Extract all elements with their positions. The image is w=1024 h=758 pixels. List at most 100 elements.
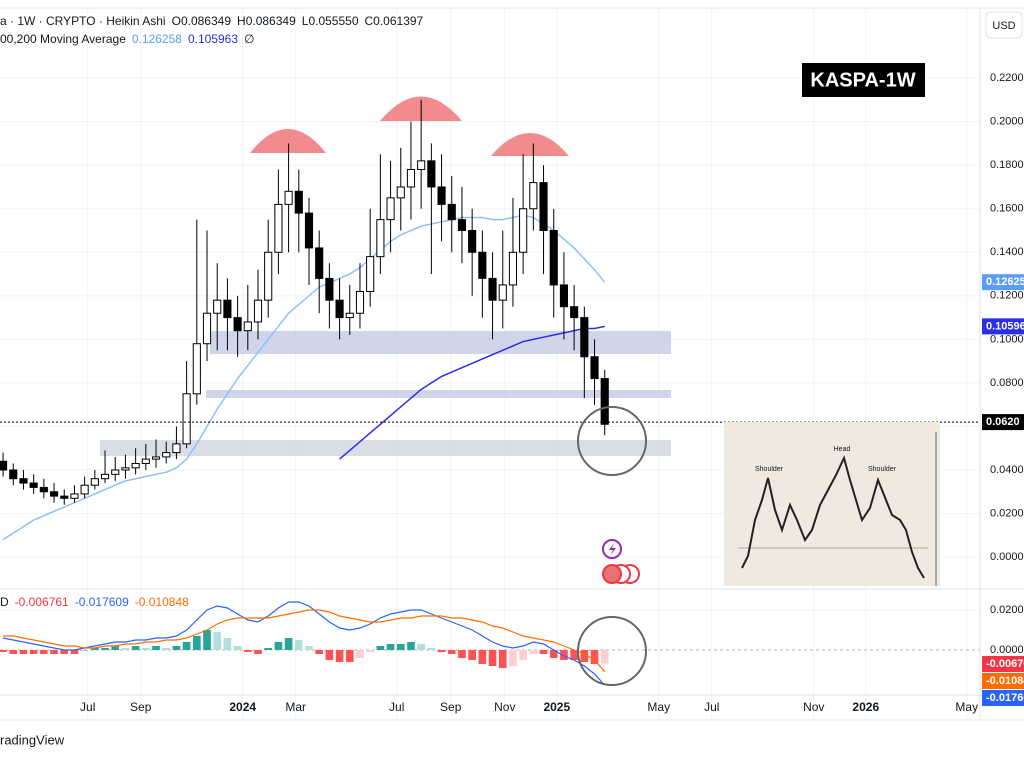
macd-value: -0.006761 <box>15 595 69 609</box>
histogram-bar <box>254 650 262 654</box>
histogram-bar <box>366 650 375 652</box>
candle-body <box>29 482 38 488</box>
price-tag-label: 0.126258 <box>986 276 1024 288</box>
histogram-bar <box>203 630 211 650</box>
histogram-bar <box>91 648 99 650</box>
candle-body <box>253 299 263 323</box>
histogram-bar <box>386 644 395 650</box>
candle-body <box>396 186 405 199</box>
candle-body <box>488 277 497 301</box>
candle-body <box>427 160 436 188</box>
symbol-title: a · 1W · CRYPTO · Heikin Ashi <box>0 14 166 28</box>
ohlc-key: H <box>237 14 246 28</box>
macd-value: -0.010848 <box>135 595 189 609</box>
histogram-bar <box>50 650 58 654</box>
ohlc: O0.086349 H0.086349 L0.055550 C0.061397 <box>172 14 424 28</box>
moving-average <box>339 325 605 460</box>
histogram-bar <box>519 650 527 660</box>
candle-body <box>580 317 589 358</box>
candle-body <box>549 230 558 286</box>
x-tick-label: 2026 <box>852 700 879 714</box>
candle-body <box>162 452 171 458</box>
candle-body <box>243 321 252 332</box>
symbol-legend: a · 1W · CRYPTO · Heikin Ashi O0.086349 H0… <box>0 14 424 28</box>
inset-image: Shoulder Head Shoulder <box>724 422 940 586</box>
histogram-bar <box>172 646 181 650</box>
inset-bg <box>724 422 940 586</box>
macd-value: -0.017609 <box>75 595 129 609</box>
candle-body <box>121 467 130 471</box>
histogram-bar <box>427 648 436 650</box>
x-tick-label: 2024 <box>229 700 256 714</box>
histogram-bar <box>60 650 69 654</box>
candle-body <box>284 190 293 205</box>
candle-body <box>0 460 8 471</box>
ohlc-key: O <box>172 14 181 28</box>
candle-body <box>315 247 324 279</box>
histogram-bar <box>549 650 558 658</box>
histogram-bar <box>396 644 405 650</box>
macd-tag-label: -0.006761 <box>986 658 1024 670</box>
candle-body <box>274 203 283 253</box>
currency[interactable]: USD <box>992 20 1015 32</box>
histogram-bar <box>40 650 48 654</box>
histogram-bar <box>417 644 425 650</box>
ma-value: 0.105963 <box>188 32 238 46</box>
x-tick-label: Jul <box>704 700 719 714</box>
ohlc-value: 0.086349 <box>181 14 231 28</box>
ohlc-value: 0.055550 <box>308 14 358 28</box>
ohlc-key: L <box>302 14 309 28</box>
histogram-bar <box>468 650 476 660</box>
x-tick-label: 2025 <box>543 700 570 714</box>
histogram-bar <box>580 650 589 662</box>
x-tick-label: Jul <box>389 700 404 714</box>
x-tick-label: Sep <box>130 700 152 714</box>
candle-body <box>376 219 385 258</box>
candle-body <box>590 356 599 380</box>
price-tag <box>982 414 1024 431</box>
candle-body <box>100 473 110 480</box>
candle-body <box>111 469 120 475</box>
candle-body <box>437 186 446 205</box>
macd-legend: D -0.006761 -0.017609 -0.010848 <box>0 595 189 609</box>
x-tick-label: May <box>955 700 978 714</box>
ohlc-value: 0.086349 <box>246 14 296 28</box>
x-tick-label: May <box>647 700 670 714</box>
candle-body <box>182 393 191 445</box>
candle-body <box>519 208 528 253</box>
event-icon[interactable] <box>602 564 622 584</box>
candle-body <box>19 478 28 484</box>
histogram-bar <box>182 642 191 650</box>
histogram-bar <box>152 646 160 650</box>
y-tick-label: 0.0400 <box>990 464 1024 476</box>
highlight-circle <box>577 406 647 476</box>
histogram-bar <box>560 650 568 660</box>
candle-body <box>131 462 140 469</box>
histogram-bar <box>376 646 385 650</box>
candle-body <box>60 495 69 499</box>
candle-body <box>478 251 487 279</box>
candle-body <box>539 182 548 232</box>
y-tick-label: 0.0000 <box>990 644 1024 656</box>
macd-tag <box>982 656 1024 672</box>
candle-body <box>213 299 222 314</box>
x-tick-label: Nov <box>494 700 515 714</box>
histogram-bar <box>243 650 252 652</box>
currency-button[interactable] <box>985 11 1023 39</box>
y-tick-label: 0.2000 <box>990 116 1024 128</box>
histogram-bar <box>29 650 38 654</box>
y-tick-label: 0.0000 <box>990 551 1024 563</box>
y-tick-label: 0.2200 <box>990 72 1024 84</box>
histogram-bar <box>315 650 324 654</box>
y-tick-label: 0.0800 <box>990 377 1024 389</box>
histogram-bar <box>570 650 578 660</box>
ohlc-key: C <box>365 14 374 28</box>
y-tick-label: 0.1800 <box>990 159 1024 171</box>
price-tag-label: 0.105963 <box>986 320 1024 332</box>
histogram-bar <box>19 650 28 654</box>
macd-line <box>2 601 606 686</box>
price-tag <box>982 274 1024 291</box>
candle-body <box>294 190 303 214</box>
histogram-bar <box>162 648 171 650</box>
